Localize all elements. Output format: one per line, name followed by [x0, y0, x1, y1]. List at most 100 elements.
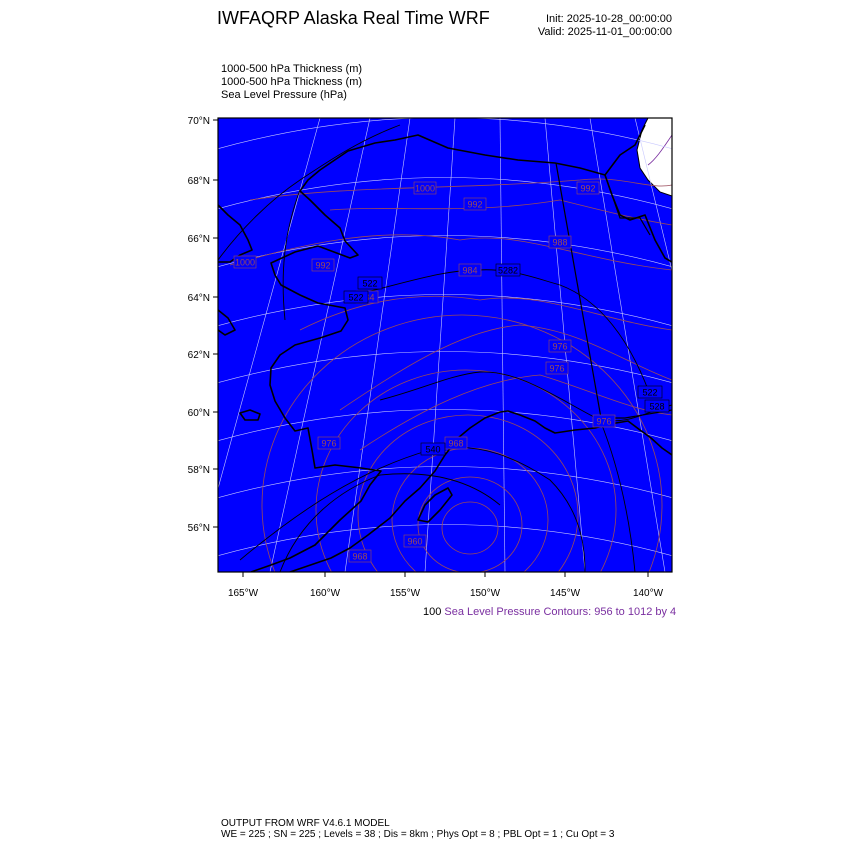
slp-label-box — [576, 181, 600, 195]
latitude-line — [218, 294, 672, 327]
slp-label: 976 — [549, 364, 564, 374]
missing-data-region — [636, 118, 672, 197]
slp-label: 976 — [552, 342, 567, 352]
lon-label: 140°W — [633, 588, 664, 599]
thickness-label-box — [357, 276, 383, 290]
us-canada-border — [555, 162, 602, 419]
latitude-line — [218, 118, 672, 150]
slp-label: 968 — [448, 439, 463, 449]
alaska-coastline — [250, 124, 646, 572]
thickness-contour — [279, 473, 501, 572]
latitude-line — [218, 466, 672, 499]
slp-contour — [299, 295, 672, 331]
kodiak-island — [417, 487, 453, 523]
chukotka-coastline — [218, 309, 236, 336]
thickness-contour — [344, 269, 651, 396]
thickness-contour — [379, 371, 672, 422]
thickness-label: 528 — [649, 402, 664, 412]
contour-info-text: Sea Level Pressure Contours: 956 to 1012… — [444, 606, 677, 618]
latitude-line — [218, 409, 672, 442]
lat-label: 66°N — [188, 234, 210, 245]
slp-label: 960 — [407, 537, 422, 547]
contour-info-prefix: 100 — [423, 606, 442, 618]
thickness-label: 5282 — [498, 266, 518, 276]
lat-label: 64°N — [188, 293, 210, 304]
slp-label-box — [403, 534, 427, 548]
slp-label-box — [458, 263, 482, 277]
thickness-label-box — [637, 385, 663, 399]
lon-label: 160°W — [310, 588, 341, 599]
map-axes: 70°N 68°N 66°N 64°N 62°N 60°N 58°N 56°N 165°W 160… — [188, 116, 664, 599]
slp-contour — [315, 369, 617, 572]
slp-contour — [229, 234, 672, 271]
longitude-line — [424, 118, 456, 572]
field-label: 1000-500 hPa Thickness (m) — [221, 76, 363, 88]
thickness-label: 522 — [362, 279, 377, 289]
time-info: Init: 2025-10-28_00:00:00 Valid: 2025-11… — [538, 13, 672, 39]
longitude-line — [634, 118, 672, 272]
slp-label-box — [548, 235, 572, 249]
thickness-contour — [218, 124, 401, 261]
missing-contour — [647, 134, 672, 166]
lat-label: 70°N — [188, 116, 210, 127]
latitude-line — [218, 351, 672, 384]
thickness-contour — [599, 419, 636, 572]
lat-label: 62°N — [188, 350, 210, 361]
thickness-contour — [239, 446, 586, 572]
chukotka-coastline — [218, 204, 253, 263]
lat-label: 56°N — [188, 523, 210, 534]
slp-label: 976 — [321, 439, 336, 449]
thickness-label: 522 — [642, 388, 657, 398]
slp-label: 988 — [552, 238, 567, 248]
valid-time: Valid: 2025-11-01_00:00:00 — [537, 26, 672, 38]
latitude-line — [218, 524, 672, 557]
slp-contour — [441, 501, 499, 555]
field-list: 1000-500 hPa Thickness (m) 1000-500 hPa … — [221, 63, 362, 102]
slp-label: 984 — [462, 266, 477, 276]
thickness-label-box — [495, 263, 521, 277]
contour-info: 100 Sea Level Pressure Contours: 956 to … — [423, 606, 676, 618]
alaska-south-coastline — [289, 410, 672, 572]
slp-contour — [417, 476, 523, 572]
thickness-contour — [282, 189, 301, 321]
lat-label: 68°N — [188, 176, 210, 187]
footer-line-2: WE = 225 ; SN = 225 ; Levels = 38 ; Dis … — [221, 829, 615, 840]
slp-label-box — [413, 181, 437, 195]
footer-line-1: OUTPUT FROM WRF V4.6.1 MODEL — [221, 818, 390, 829]
slp-label-box — [463, 197, 487, 211]
graticule — [218, 118, 672, 572]
lat-label: 60°N — [188, 408, 210, 419]
slp-label: 992 — [467, 200, 482, 210]
slp-label-box — [233, 255, 257, 269]
longitude-line — [269, 118, 371, 572]
longitude-line — [344, 118, 411, 572]
st-lawrence-island — [239, 409, 261, 421]
thickness-label-box — [343, 290, 369, 304]
slp-label: 992 — [580, 184, 595, 194]
slp-label-box — [311, 258, 335, 272]
thickness-label-box — [420, 442, 446, 456]
thickness-label: 522 — [348, 293, 363, 303]
slp-label: 976 — [596, 417, 611, 427]
slp-label-box — [548, 339, 572, 353]
field-label: 1000-500 hPa Thickness (m) — [221, 63, 363, 75]
model-footer: OUTPUT FROM WRF V4.6.1 MODEL WE = 225 ; … — [221, 818, 614, 840]
slp-contour — [261, 314, 663, 572]
longitude-line — [499, 118, 506, 572]
slp-contour — [359, 374, 672, 451]
lon-label: 145°W — [550, 588, 581, 599]
lat-label: 58°N — [188, 465, 210, 476]
field-label: Sea Level Pressure (hPa) — [221, 89, 347, 101]
contour-labels: 1000992992988100099298498497697697697696… — [233, 181, 670, 563]
slp-label-box — [317, 436, 341, 450]
slp-label-box — [592, 414, 616, 428]
map-frame — [217, 117, 673, 573]
plot-title: IWFAQRP Alaska Real Time WRF — [217, 8, 490, 28]
thickness-label: 540 — [425, 445, 440, 455]
slp-label-box — [348, 549, 372, 563]
init-time: Init: 2025-10-28_00:00:00 — [546, 13, 672, 25]
slp-contour — [339, 324, 672, 411]
longitude-line — [589, 118, 666, 572]
lon-label: 150°W — [470, 588, 501, 599]
